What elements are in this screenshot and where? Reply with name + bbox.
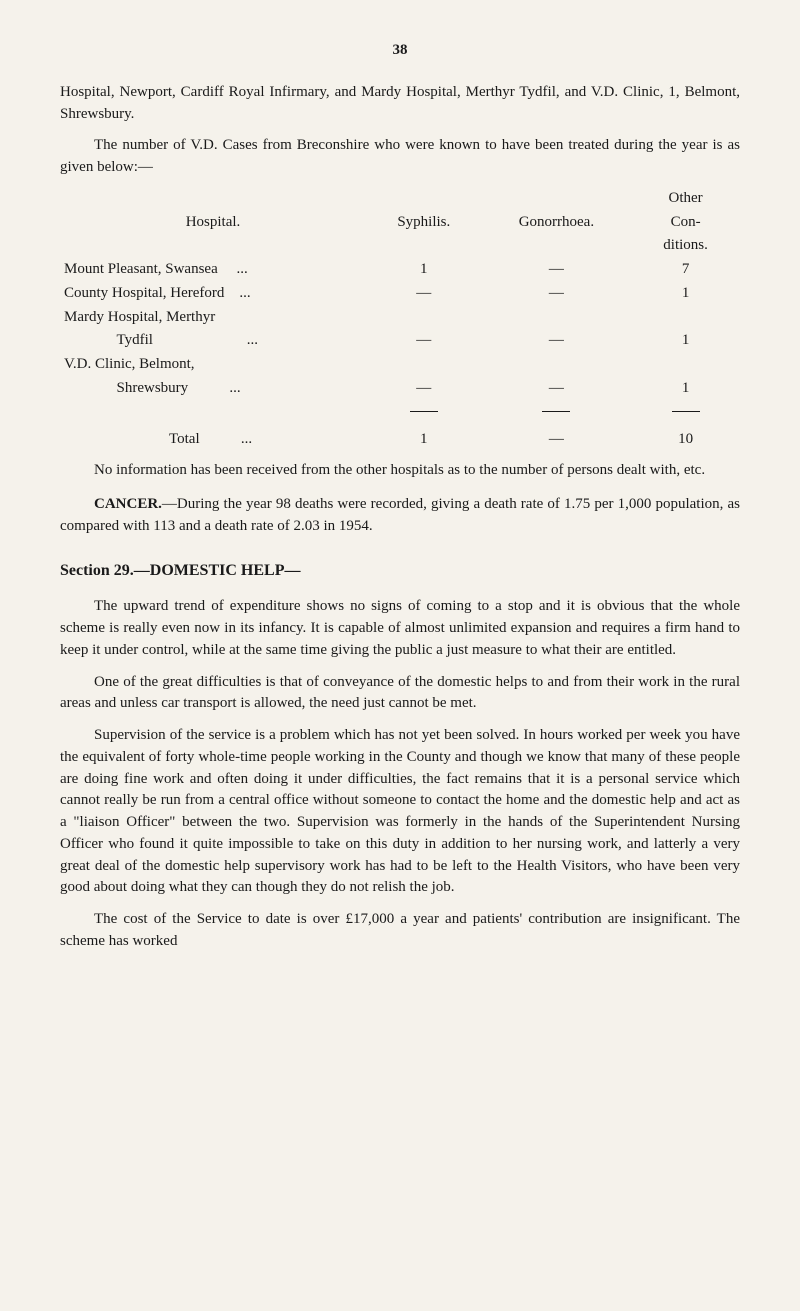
table-total-row: Total ... 1 — 10 (60, 424, 740, 452)
table-header-row: ditions. (60, 234, 740, 258)
section-29-heading: Section 29.—DOMESTIC HELP— (60, 559, 740, 582)
row-gonorrhoea: — (482, 258, 632, 282)
vd-cases-table: Other Hospital. Syphilis. Gonorrhoea. Co… (60, 187, 740, 452)
table-row: Shrewsbury ... — — 1 (60, 377, 740, 401)
section-29-p1: The upward trend of expenditure shows no… (60, 596, 740, 661)
row-gonorrhoea: — (482, 377, 632, 401)
row-syphilis: 1 (366, 258, 482, 282)
intro-paragraph-1: Hospital, Newport, Cardiff Royal Infirma… (60, 82, 740, 126)
rule-icon (410, 411, 438, 413)
intro-paragraph-2: The number of V.D. Cases from Breconshir… (60, 135, 740, 179)
row-syphilis: — (366, 377, 482, 401)
table-row: Mardy Hospital, Merthyr (60, 306, 740, 330)
col-gonorrhoea-header: Gonorrhoea. (482, 211, 632, 235)
row-dots: ... (247, 332, 258, 348)
row-syphilis: — (366, 329, 482, 353)
rule-icon (542, 411, 570, 413)
col-other-l3: ditions. (631, 234, 740, 258)
row-other: 1 (631, 282, 740, 306)
row-gonorrhoea: — (482, 282, 632, 306)
row-name: Shrewsbury (64, 380, 188, 396)
table-row: V.D. Clinic, Belmont, (60, 353, 740, 377)
table-header-row: Hospital. Syphilis. Gonorrhoea. Con- (60, 211, 740, 235)
total-syphilis: 1 (366, 424, 482, 452)
row-dots: ... (239, 285, 250, 301)
row-dots: ... (229, 380, 240, 396)
col-other-l1: Other (631, 187, 740, 211)
cancer-text: —During the year 98 deaths were recorded… (60, 496, 740, 534)
table-row: County Hospital, Hereford ... — — 1 (60, 282, 740, 306)
page-number: 38 (60, 40, 740, 62)
table-row: Mount Pleasant, Swansea ... 1 — 7 (60, 258, 740, 282)
row-name: Mardy Hospital, Merthyr (64, 309, 215, 325)
total-label: Total (64, 431, 200, 447)
cancer-label: CANCER. (94, 496, 162, 512)
row-gonorrhoea: — (482, 329, 632, 353)
table-header-row: Other (60, 187, 740, 211)
row-name: V.D. Clinic, Belmont, (64, 356, 195, 372)
after-table-paragraph: No information has been received from th… (60, 460, 740, 482)
section-29-p2: One of the great difficulties is that of… (60, 672, 740, 716)
total-gonorrhoea: — (482, 424, 632, 452)
cancer-paragraph: CANCER.—During the year 98 deaths were r… (60, 494, 740, 538)
row-name: Mount Pleasant, Swansea (64, 261, 218, 277)
col-hospital-header: Hospital. (60, 211, 366, 235)
row-name: Tydfil (64, 332, 153, 348)
row-other: 7 (631, 258, 740, 282)
rule-row (60, 401, 740, 425)
row-syphilis: — (366, 282, 482, 306)
row-name: County Hospital, Hereford (64, 285, 224, 301)
rule-icon (672, 411, 700, 413)
page-content: 38 Hospital, Newport, Cardiff Royal Infi… (0, 0, 800, 995)
col-syphilis-header: Syphilis. (366, 211, 482, 235)
col-other-l2: Con- (631, 211, 740, 235)
row-other: 1 (631, 377, 740, 401)
row-dots: ... (236, 261, 247, 277)
total-dots: ... (241, 431, 252, 447)
row-other: 1 (631, 329, 740, 353)
table-row: Tydfil ... — — 1 (60, 329, 740, 353)
section-29-p4: The cost of the Service to date is over … (60, 909, 740, 953)
section-29-p3: Supervision of the service is a problem … (60, 725, 740, 899)
total-other: 10 (631, 424, 740, 452)
